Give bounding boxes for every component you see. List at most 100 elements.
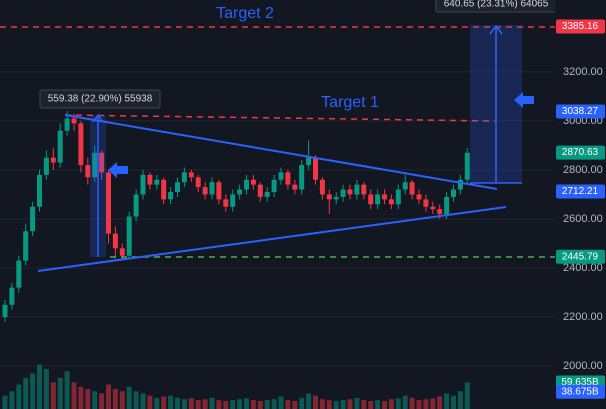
measure-label-box	[39, 89, 161, 109]
price-tag-label: 2870.63	[562, 147, 599, 158]
y-tick-label: 3200.00	[563, 66, 603, 78]
candle-body	[57, 130, 63, 163]
volume-bar	[2, 395, 8, 409]
volume-bar	[85, 388, 91, 409]
volume-bar	[464, 382, 470, 409]
candle-body	[388, 199, 394, 205]
volume-bar	[175, 397, 180, 409]
drawings: Target 2 Target 1 559.38 (22.90%) 55938 …	[0, 0, 557, 272]
price-tag	[556, 184, 605, 199]
candle-body	[244, 179, 249, 190]
volume-bar	[444, 393, 450, 409]
volume-bar	[361, 400, 367, 409]
candle-body	[168, 191, 174, 200]
price-tag	[556, 19, 605, 34]
price-tag-label: 38.675B	[561, 386, 599, 397]
volume-bar	[237, 399, 243, 409]
candle-body	[202, 187, 208, 195]
volume-bar	[437, 396, 443, 409]
volume-bar	[326, 400, 332, 409]
candle-body	[78, 123, 84, 166]
volume-bar	[285, 400, 291, 409]
volume-bar	[147, 395, 153, 409]
candle-body	[112, 233, 118, 249]
volume-bar	[382, 400, 387, 409]
candle-body	[181, 172, 187, 183]
price-tag-label: 3385.16	[562, 21, 599, 32]
candle-body	[140, 174, 146, 195]
candle-body	[457, 179, 463, 190]
target-label: Target 1	[321, 94, 379, 111]
price-tag-label: 2712.21	[562, 186, 599, 197]
candle-body	[333, 196, 339, 200]
volume-bar	[119, 391, 125, 409]
price-tag-label: 59.635B	[561, 377, 599, 388]
volume-bar	[43, 368, 49, 409]
candle-body	[409, 182, 415, 195]
volume-bar	[16, 384, 22, 409]
candle-body	[354, 184, 360, 195]
lower-trendline	[37, 206, 507, 272]
candle-body	[30, 206, 36, 232]
candle-body	[285, 172, 291, 185]
y-tick-label: 2400.00	[563, 262, 603, 274]
candle-body	[375, 194, 381, 205]
candle-body	[126, 216, 132, 256]
candle-body	[278, 172, 284, 180]
candle-body	[250, 179, 256, 185]
price-tag	[556, 384, 605, 399]
candle-body	[264, 191, 270, 197]
volume-bar	[368, 400, 374, 409]
pointer-arrow	[108, 162, 128, 178]
y-tick-label: 2000.00	[563, 360, 603, 372]
volume-bar	[92, 391, 98, 409]
candle-body	[223, 199, 229, 207]
volume-bar	[354, 397, 360, 409]
volume-bar	[388, 399, 394, 409]
volume-bar	[457, 391, 463, 409]
axis-background	[555, 0, 606, 409]
volume-bar	[244, 398, 249, 409]
volume-pane	[2, 364, 470, 409]
candle-body	[175, 182, 180, 192]
arrow-head	[489, 24, 503, 35]
arrow-head	[92, 113, 104, 123]
candle-body	[99, 152, 105, 173]
volume-bar	[78, 386, 84, 409]
volume-bar	[430, 398, 436, 409]
volume-bar	[451, 395, 456, 409]
volume-bar	[50, 382, 56, 409]
candle-body	[43, 157, 49, 175]
candle-body	[299, 165, 305, 190]
volume-bar	[195, 400, 201, 409]
candle-body	[195, 177, 201, 188]
candle-body	[237, 189, 243, 195]
volume-bar	[423, 399, 429, 409]
candle-body	[71, 118, 77, 124]
volume-bar	[299, 397, 305, 409]
candle-body	[154, 179, 160, 185]
candle-body	[361, 184, 367, 195]
volume-bar	[306, 393, 312, 409]
volume-bar	[402, 395, 408, 409]
volume-bar	[216, 400, 222, 409]
volume-bar	[250, 400, 256, 409]
candle-body	[437, 209, 443, 215]
target1-line	[64, 114, 496, 122]
candle-body	[119, 248, 125, 256]
candle-body	[306, 157, 312, 166]
y-tick-label: 2800.00	[563, 164, 603, 176]
volume-bar	[230, 400, 236, 409]
candle-body	[464, 152, 470, 180]
volume-bar	[271, 399, 277, 409]
candle-body	[326, 194, 332, 200]
candle-body	[444, 196, 450, 215]
volume-bar	[313, 395, 318, 409]
volume-bar	[181, 399, 187, 409]
candle-body	[216, 182, 222, 200]
volume-bar	[264, 400, 270, 409]
volume-bar	[9, 391, 15, 409]
price-tag	[556, 145, 605, 160]
volume-bar	[23, 377, 29, 409]
candle-body	[188, 172, 194, 178]
